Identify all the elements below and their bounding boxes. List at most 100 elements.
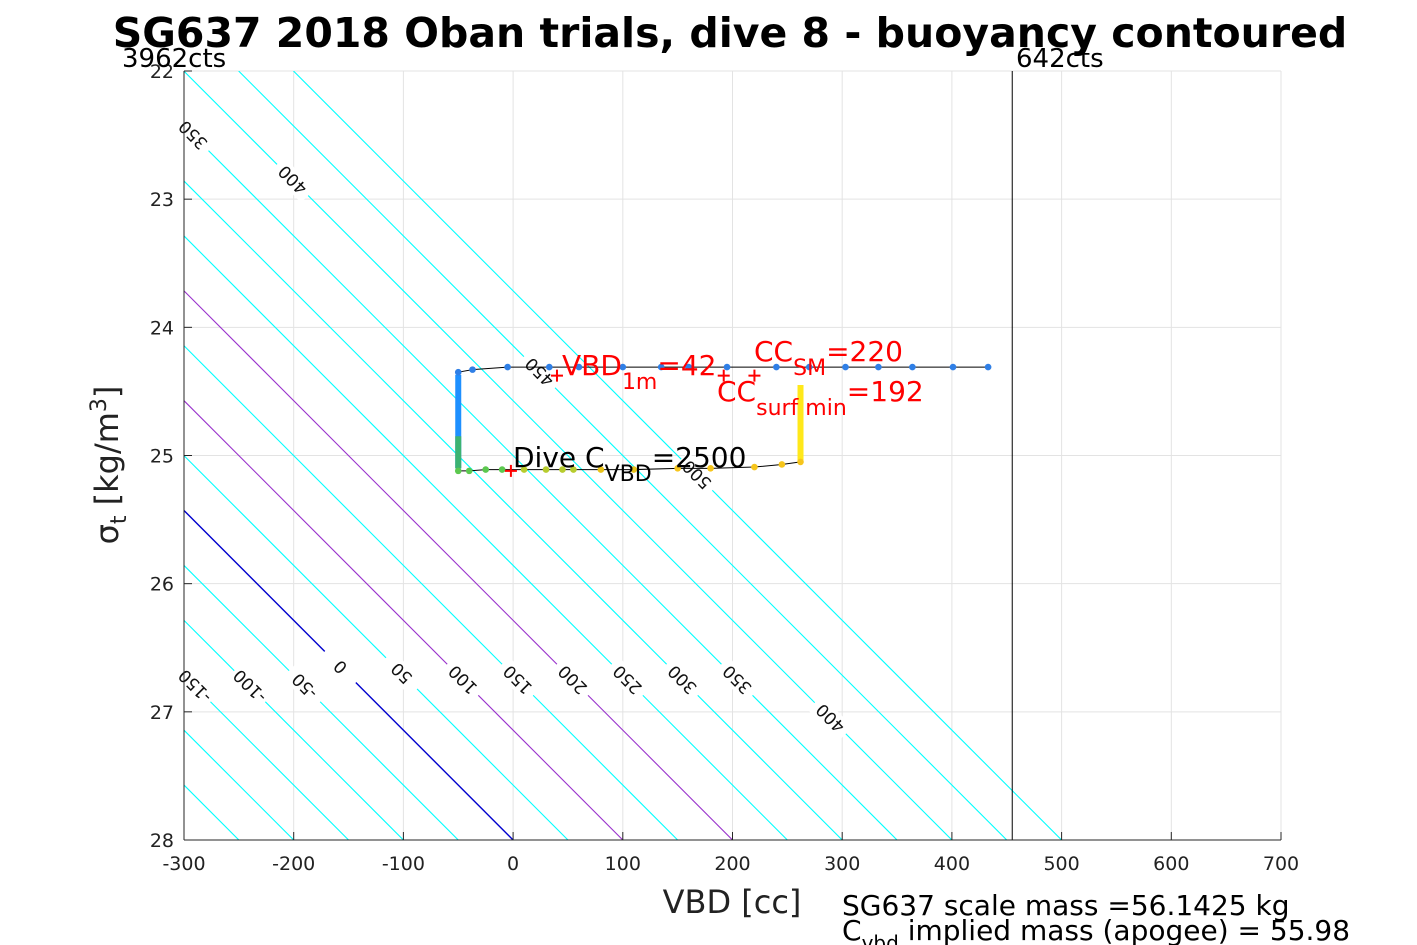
y-tick-label: 28 [150,830,174,852]
y-tick-label: 27 [150,702,174,724]
track-point [465,467,473,475]
contour-label-bg [495,657,541,703]
contour-label-bg [549,657,596,703]
y-axis-label: σt [kg/m3] [87,386,132,545]
y-label-sub: t [107,515,132,524]
chart-title: SG637 2018 Oban trials, dive 8 - buoyanc… [113,9,1347,57]
x-tick-label: 300 [824,853,860,875]
track-point [559,466,566,473]
track-point [949,363,957,371]
track-point [504,363,511,371]
contour-label-bg [227,663,273,709]
contour-line-100 [184,399,624,840]
track-point [842,363,849,371]
x-tick-label: 700 [1263,853,1299,875]
contour-label-bg [604,657,650,703]
contour-label-bg [269,157,316,203]
track-point [570,466,577,473]
x-tick-label: 0 [507,853,519,875]
dive-track [454,363,992,475]
y-tick-label: 25 [150,446,174,468]
track-point [797,458,804,466]
contour-label-bg [170,112,216,158]
x-tick-label: 200 [714,853,750,875]
contour-label-bg [714,657,760,703]
right-count-label: 642cts [1016,44,1104,74]
x-tick-label: 400 [934,853,970,875]
contour-label-bg [674,452,720,498]
contour-line-500 [293,71,1062,840]
contour-line-250 [184,235,788,840]
contour-label-bg [807,695,853,741]
track-point [909,363,916,371]
y-label-unit: [kg/m [88,412,126,505]
contour-line--50 [184,564,459,840]
track-point [469,366,476,373]
track-point [482,466,489,473]
contour-line-350 [184,125,898,840]
track-point [546,363,553,371]
track-point [707,465,714,472]
track-point [875,363,882,371]
scale-mass-footer: SG637 scale mass =56.1425 kg [842,889,1290,922]
track-point [520,466,528,473]
x-tick-label: -300 [162,853,205,875]
track-line-top [458,366,989,373]
contour-line-50 [184,454,569,840]
contour-line--100 [184,619,404,840]
track-point [454,467,462,475]
track-point [542,466,550,473]
track-point [454,368,462,376]
svg-text:σt [kg/m3]: σt [kg/m3] [87,386,132,545]
track-point [657,363,665,371]
track-point [751,463,758,471]
implied-mass-footer: Cvbd implied mass (apogee) = 55.98 [842,914,1350,945]
dive-c-vbd-annotation: Dive CVBD=2500 [513,441,746,487]
track-point [597,466,605,473]
x-tick-label: 500 [1043,853,1079,875]
contour-label-bg [282,663,328,709]
cc-sm-annotation: CCSM=220 [754,335,903,381]
contour-label-bg [317,644,363,690]
contour-line-150 [184,345,679,840]
y-label-unit-close: ] [88,386,126,398]
track-point [773,363,780,371]
track-point [805,363,813,371]
y-tick-label: 24 [150,317,174,339]
contour-line-450 [238,71,1008,840]
y-tick-label: 22 [150,61,174,83]
x-tick-label: 600 [1153,853,1189,875]
x-axis-label: VBD [cc] [663,883,802,921]
red-markers [504,369,761,477]
x-tick-label: 100 [605,853,641,875]
y-tick-label: 26 [150,574,174,596]
contour-labels: -150 -100 -500 50 100 150 200 250 30035035040040… [170,112,853,741]
y-label-main: σ [88,524,126,544]
axes-frame [183,70,1282,841]
cc-surf-min-annotation: CCsurf min=192 [717,375,924,421]
track-point [575,363,583,371]
contour-label-bg [378,650,425,697]
x-tick-label: -100 [382,853,425,875]
contour-label-bg [659,657,705,703]
contour-line-200 [184,290,733,840]
vbd-1m-annotation: VBD1m=42 [562,349,716,395]
contour-line--150 [184,674,349,840]
left-count-label: 3962cts [122,44,226,74]
y-label-unit-sup: 3 [87,398,112,412]
y-tick-label: 23 [150,189,174,211]
track-point [723,363,731,371]
track-point [685,363,692,371]
x-tick-label: -200 [272,853,315,875]
track-point [674,465,681,472]
contour-label-bg [440,657,486,703]
track-point [619,363,627,371]
track-point [984,363,992,371]
tick-labels: -300 -200 -100 0 100 200 300 400 500 600 700 22 23 24… [150,61,1299,875]
track-point [778,461,786,468]
track-point [498,466,506,473]
contour-line-0 [184,509,514,840]
contour-label-bg [516,349,563,395]
track-point [630,466,638,473]
